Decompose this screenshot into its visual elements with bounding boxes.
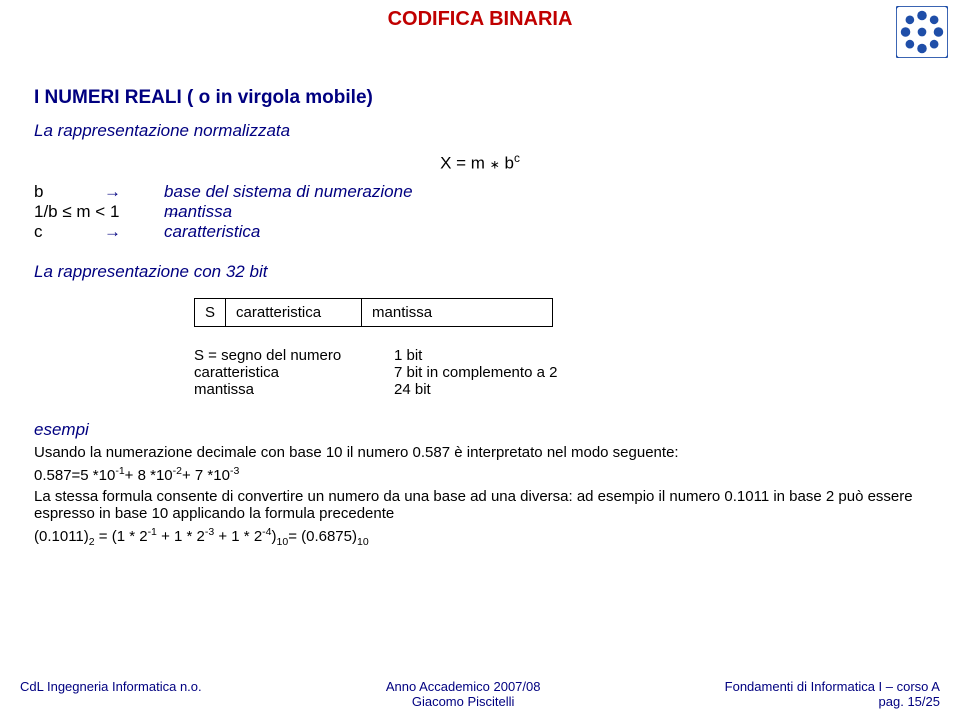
page-footer: CdL Ingegneria Informatica n.o. Anno Acc… xyxy=(0,679,960,709)
arrow-icon: → xyxy=(104,182,164,202)
def-text: mantissa xyxy=(164,202,232,221)
bitdef-val: 1 bit xyxy=(394,347,422,364)
arrow-icon: → xyxy=(104,222,164,242)
example-text-2: La stessa formula consente di convertire… xyxy=(34,488,926,522)
example-formula-1: 0.587=5 *10-1+ 8 *10-2+ 7 *10-3 xyxy=(34,465,926,484)
table-row: S caratteristica mantissa xyxy=(195,298,553,326)
def-row-mantissa: 1/b ≤ m < 1→mantissa xyxy=(34,202,926,222)
formula-lhs: X = m xyxy=(440,154,485,173)
subheading-32bit: La rappresentazione con 32 bit xyxy=(34,262,926,282)
footer-right-1: Fondamenti di Informatica I – corso A xyxy=(725,679,940,694)
footer-center-2: Giacomo Piscitelli xyxy=(412,694,515,709)
formula-normalized: X = m ∗ bc xyxy=(34,151,926,174)
def-sym: b xyxy=(34,182,104,202)
cell-characteristic: caratteristica xyxy=(226,298,362,326)
footer-right: Fondamenti di Informatica I – corso A pa… xyxy=(725,679,940,709)
bitdef-val: 7 bit in complemento a 2 xyxy=(394,364,557,381)
def-text: caratteristica xyxy=(164,222,260,241)
bitdef-label: mantissa xyxy=(194,381,394,398)
definitions-block: b→base del sistema di numerazione 1/b ≤ … xyxy=(34,182,926,242)
def-text: base del sistema di numerazione xyxy=(164,182,413,201)
footer-center-1: Anno Accademico 2007/08 xyxy=(386,679,541,694)
footer-left: CdL Ingegneria Informatica n.o. xyxy=(20,679,202,709)
footer-right-2: pag. 15/25 xyxy=(879,694,940,709)
bitdef-label: caratteristica xyxy=(194,364,394,381)
cell-mantissa: mantissa xyxy=(362,298,553,326)
bitdef-label: S = segno del numero xyxy=(194,347,394,364)
example-formula-2: (0.1011)2 = (1 * 2-1 + 1 * 2-3 + 1 * 2-4… xyxy=(34,526,926,548)
page-title: CODIFICA BINARIA xyxy=(0,0,960,31)
bitdef-row: mantissa24 bit xyxy=(194,381,926,398)
examples-label: esempi xyxy=(34,420,926,440)
formula-op: ∗ xyxy=(490,158,500,172)
example-text-1: Usando la numerazione decimale con base … xyxy=(34,444,926,461)
def-sym: c xyxy=(34,222,104,242)
cell-sign: S xyxy=(195,298,226,326)
bitdef-row: S = segno del numero1 bit xyxy=(194,347,926,364)
def-row-char: c→caratteristica xyxy=(34,222,926,242)
bitdef-val: 24 bit xyxy=(394,381,431,398)
bits-layout-table: S caratteristica mantissa xyxy=(194,298,553,327)
footer-center: Anno Accademico 2007/08 Giacomo Piscitel… xyxy=(386,679,541,709)
section-heading: I NUMERI REALI ( o in virgola mobile) xyxy=(34,87,926,109)
def-row-base: b→base del sistema di numerazione xyxy=(34,182,926,202)
bits-definitions: S = segno del numero1 bit caratteristica… xyxy=(194,347,926,398)
formula-base: b xyxy=(504,154,513,173)
def-sym: 1/b ≤ m < 1 xyxy=(34,202,164,222)
formula-exp: c xyxy=(514,151,520,165)
subheading-normalized: La rappresentazione normalizzata xyxy=(34,121,926,141)
bitdef-row: caratteristica7 bit in complemento a 2 xyxy=(194,364,926,381)
institution-logo xyxy=(896,6,948,58)
